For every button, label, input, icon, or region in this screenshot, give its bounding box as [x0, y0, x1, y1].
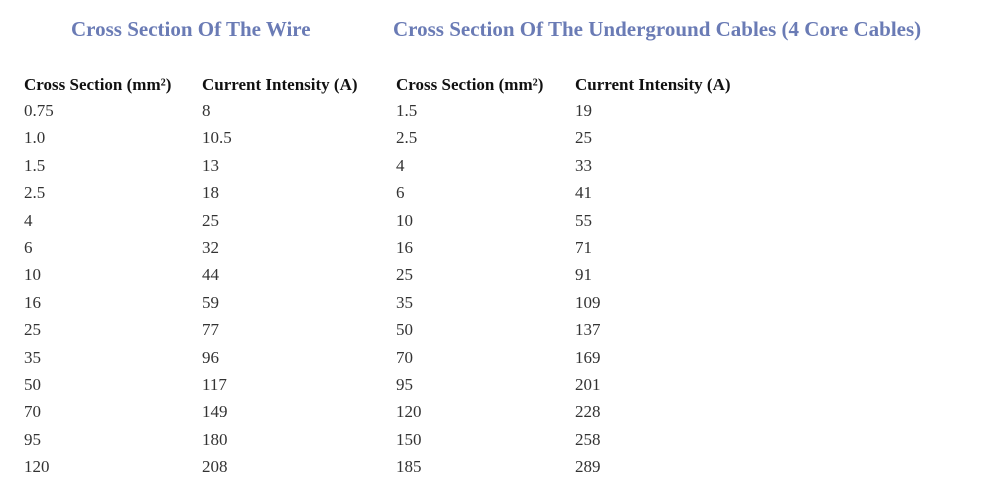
wire-current-cell: 180	[202, 429, 228, 449]
wire-current-cell: 96	[202, 347, 219, 367]
cable-cross-section-cell: 4	[396, 155, 405, 175]
table-body: 0.75 8 1.5 19 1.0 10.5 2.5 25 1.5 13 4 33 2.5 18 6 41 4 2…	[0, 99, 992, 482]
table-row: 16 59 35 109	[0, 291, 992, 318]
wire-current-cell: 25	[202, 210, 219, 230]
wire-current-cell: 10.5	[202, 128, 232, 148]
wire-cross-section-cell: 50	[24, 374, 41, 394]
wire-current-cell: 117	[202, 374, 227, 394]
cable-cross-section-cell: 6	[396, 183, 405, 203]
wire-cross-section-cell: 6	[24, 237, 33, 257]
table-row: 25 77 50 137	[0, 318, 992, 345]
wire-current-cell: 208	[202, 457, 228, 477]
cable-current-cell: 228	[575, 402, 601, 422]
cable-cross-section-cell: 70	[396, 347, 413, 367]
cable-cross-section-cell: 10	[396, 210, 413, 230]
wire-cross-section-cell: 35	[24, 347, 41, 367]
table-row: 70 149 120 228	[0, 400, 992, 427]
wire-current-cell: 44	[202, 265, 219, 285]
cable-current-cell: 41	[575, 183, 592, 203]
cable-current-cell: 109	[575, 292, 601, 312]
cable-current-cell: 33	[575, 155, 592, 175]
wire-cross-section-cell: 16	[24, 292, 41, 312]
table-row: 95 180 150 258	[0, 428, 992, 455]
wire-current-cell: 32	[202, 237, 219, 257]
cable-cross-section-cell: 50	[396, 320, 413, 340]
table-row: 10 44 25 91	[0, 263, 992, 290]
header-cable-cross-section: Cross Section (mm²)	[396, 75, 544, 94]
cable-current-cell: 91	[575, 265, 592, 285]
cable-current-cell: 289	[575, 457, 601, 477]
cable-current-cell: 71	[575, 237, 592, 257]
cable-cross-section-cell: 25	[396, 265, 413, 285]
wire-cross-section-cell: 0.75	[24, 101, 54, 120]
wire-current-cell: 59	[202, 292, 219, 312]
wire-cross-section-cell: 25	[24, 320, 41, 340]
wire-current-cell: 13	[202, 155, 219, 175]
cable-current-cell: 201	[575, 374, 601, 394]
wire-cross-section-cell: 1.5	[24, 155, 46, 175]
wire-cross-section-cell: 2.5	[24, 183, 46, 203]
wire-cross-section-cell: 95	[24, 429, 41, 449]
wire-current-cell: 77	[202, 320, 219, 340]
header-wire-current-intensity: Current Intensity (A)	[202, 75, 358, 94]
cable-current-cell: 55	[575, 210, 592, 230]
wire-cross-section-cell: 1.0	[24, 128, 46, 148]
wire-cross-section-cell: 4	[24, 210, 33, 230]
cable-current-cell: 258	[575, 429, 601, 449]
wire-current-cell: 18	[202, 183, 219, 203]
table-row: 50 117 95 201	[0, 373, 992, 400]
cable-cross-section-cell: 2.5	[396, 128, 418, 148]
table-row: 1.0 10.5 2.5 25	[0, 126, 992, 153]
wire-current-cell: 149	[202, 402, 228, 422]
cable-cross-section-cell: 95	[396, 374, 413, 394]
table-row: 1.5 13 4 33	[0, 154, 992, 181]
cable-cross-section-cell: 150	[396, 429, 422, 449]
wire-cross-section-cell: 120	[24, 457, 50, 477]
table-header-row: Cross Section (mm²) Current Intensity (A…	[0, 73, 992, 97]
cable-current-cell: 169	[575, 347, 601, 367]
cable-cross-section-cell: 1.5	[396, 101, 418, 120]
table-row: 4 25 10 55	[0, 209, 992, 236]
cable-cross-section-cell: 185	[396, 457, 422, 477]
wire-cross-section-cell: 70	[24, 402, 41, 422]
header-cable-current-intensity: Current Intensity (A)	[575, 75, 731, 94]
header-wire-cross-section: Cross Section (mm²)	[24, 75, 172, 94]
cable-current-cell: 25	[575, 128, 592, 148]
cable-cross-section-cell: 16	[396, 237, 413, 257]
cable-cross-section-cell: 35	[396, 292, 413, 312]
table-row: 2.5 18 6 41	[0, 181, 992, 208]
table-row: 6 32 16 71	[0, 236, 992, 263]
table-row: 35 96 70 169	[0, 346, 992, 373]
table-row: 0.75 8 1.5 19	[0, 99, 992, 126]
cable-cross-section-cell: 120	[396, 402, 422, 422]
wire-cross-section-cell: 10	[24, 265, 41, 285]
cable-current-cell: 137	[575, 320, 601, 340]
cable-current-cell: 19	[575, 101, 592, 120]
cable-table-title: Cross Section Of The Underground Cables …	[393, 17, 922, 41]
wire-current-cell: 8	[202, 101, 211, 120]
table-row: 120 208 185 289	[0, 455, 992, 482]
wire-table-title: Cross Section Of The Wire	[71, 17, 311, 41]
